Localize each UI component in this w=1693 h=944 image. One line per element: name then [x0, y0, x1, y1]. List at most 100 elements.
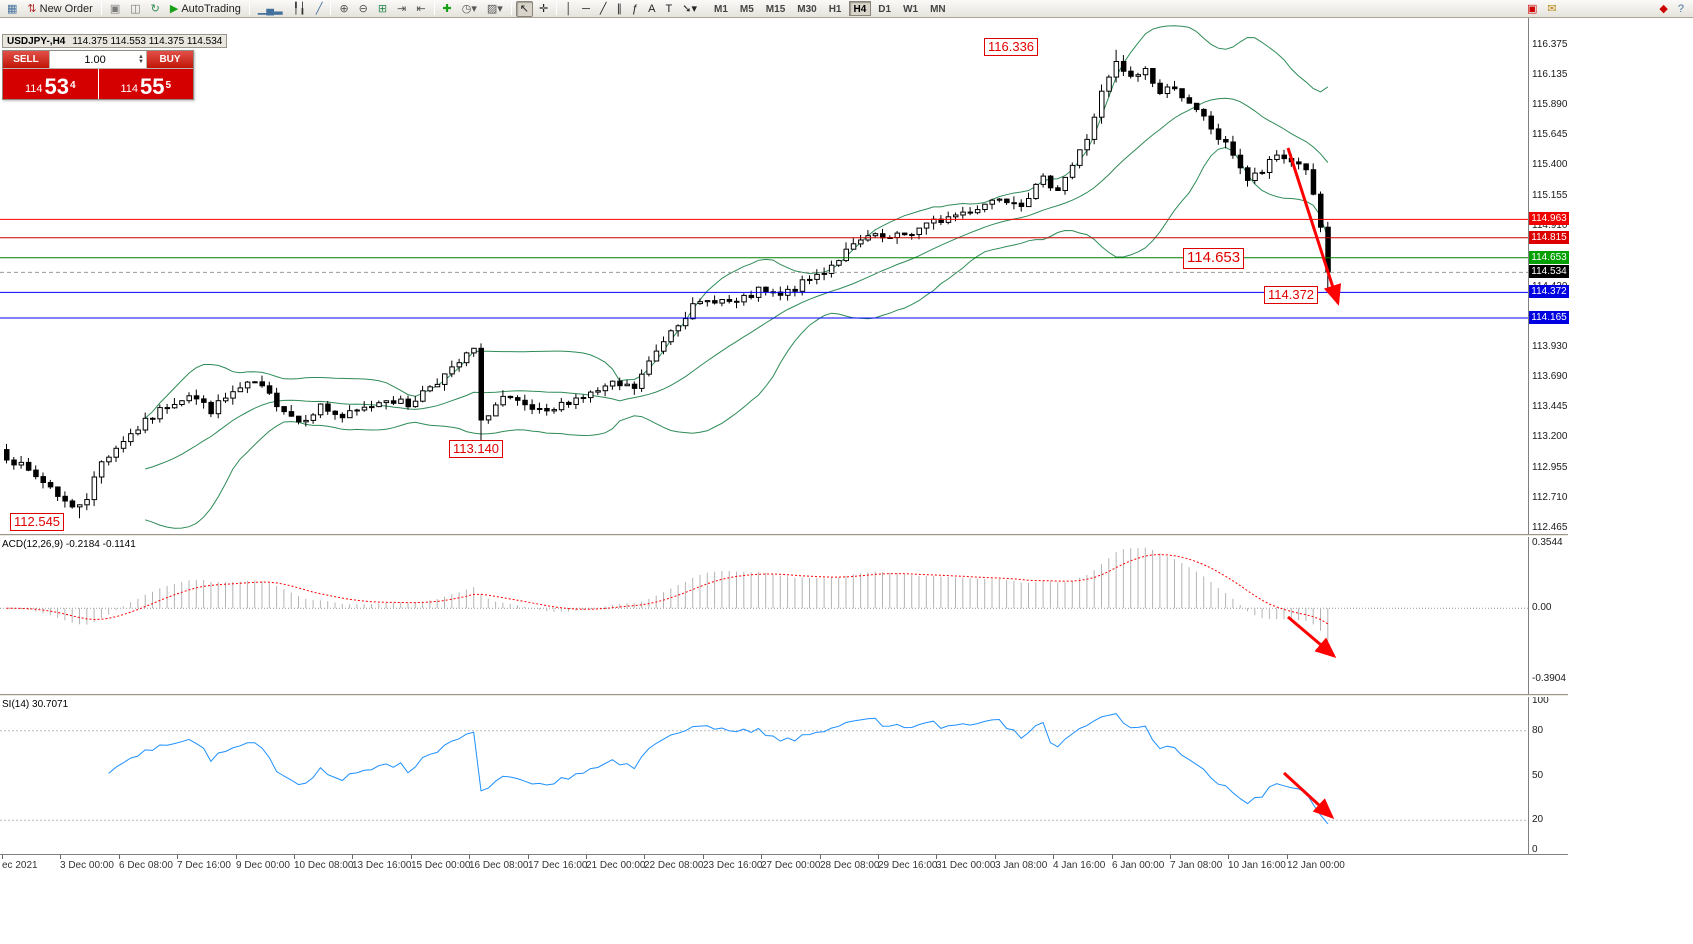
channel-button[interactable]: ∥ [613, 1, 627, 17]
time-scale[interactable]: ec 2021 3 Dec 00:00 6 Dec 08:00 7 Dec 16:00… [0, 854, 1568, 944]
new-chart-button[interactable]: ▦ [3, 1, 21, 17]
time-label: 15 Dec 00:00 [411, 860, 471, 871]
timeframe-m30-button[interactable]: M30 [797, 4, 817, 15]
time-label: 3 Dec 00:00 [60, 860, 114, 871]
bar-chart-icon: ▁▄▂ [257, 2, 283, 15]
sell-price-prefix: 114 [24, 82, 43, 95]
new-order-button[interactable]: ⇅ New Order [23, 1, 96, 17]
timeframe-w1-button[interactable]: W1 [903, 4, 919, 15]
news-button[interactable]: ▣ [1523, 1, 1541, 17]
periods-button[interactable]: ◷▾ [458, 1, 481, 17]
market-watch-button[interactable]: ◫ [126, 1, 144, 17]
buy-button[interactable]: BUY [147, 51, 193, 68]
timeframe-d1-button[interactable]: D1 [878, 4, 892, 15]
time-label: 27 Dec 00:00 [761, 860, 821, 871]
bar-chart-button[interactable]: ▁▄▂ [254, 1, 287, 17]
rsi-panel-canvas[interactable] [0, 697, 1528, 854]
cursor-button[interactable]: ↖ [515, 0, 534, 17]
channel-icon: ∥ [616, 2, 623, 15]
candlestick-chart-button[interactable]: ╿╽ [289, 1, 310, 17]
vertical-line-button[interactable]: │ [561, 1, 576, 17]
price-annotation-113.140[interactable]: 113.140 [449, 440, 504, 459]
macd-panel-canvas[interactable] [0, 537, 1528, 694]
rsi-tick-label: 100 [1532, 695, 1549, 706]
price-annotation-112.545[interactable]: 112.545 [10, 513, 65, 532]
charts-window-button[interactable]: ▣ [106, 1, 124, 17]
price-annotation-116.336[interactable]: 116.336 [984, 38, 1039, 57]
vertical-line-icon: │ [565, 2, 573, 15]
time-label: 7 Jan 08:00 [1170, 860, 1223, 871]
cursor-icon: ↖ [519, 2, 530, 15]
sell-button[interactable]: SELL [3, 51, 49, 68]
line-chart-icon: ╱ [315, 2, 323, 15]
fibonacci-button[interactable]: ƒ [628, 1, 642, 17]
zoom-out-button[interactable]: ⊖ [355, 1, 372, 17]
crosshair-icon: ✛ [539, 2, 549, 15]
autotrading-button[interactable]: ▶ AutoTrading [166, 1, 245, 17]
refresh-button[interactable]: ↻ [147, 1, 164, 17]
macd-tick-label: 0.00 [1532, 602, 1552, 613]
time-tick [528, 855, 529, 859]
volume-input[interactable]: 1.00 ▲ ▼ [49, 51, 147, 68]
price-annotation-114.653[interactable]: 114.653 [1183, 248, 1245, 269]
timeframe-h4-button[interactable]: H4 [848, 1, 872, 16]
templates-icon: ▨▾ [486, 2, 503, 15]
panel-divider[interactable] [0, 534, 1568, 537]
auto-scroll-button[interactable]: ⇥ [393, 1, 410, 17]
buy-price-button[interactable]: 114 55 5 [98, 69, 193, 99]
indicators-button[interactable]: ✚ [439, 1, 456, 17]
price-tag-114.534: 114.534 [1529, 265, 1569, 278]
arrows-tool-button[interactable]: ➘▾ [678, 1, 701, 17]
spinner-down-icon[interactable]: ▼ [138, 58, 144, 65]
auto-scroll-icon: ⇥ [397, 2, 407, 15]
chart-shift-button[interactable]: ⇤ [412, 1, 429, 17]
spinner-up-icon[interactable]: ▲ [138, 53, 144, 60]
macd-histogram [13, 547, 1329, 641]
timeframe-m15-button[interactable]: M15 [765, 4, 786, 15]
sell-price-sup: 4 [69, 80, 76, 91]
rsi-tick-label: 20 [1532, 814, 1544, 825]
trendline-button[interactable]: ╱ [596, 1, 611, 17]
one-click-trading-widget: SELL 1.00 ▲ ▼ BUY 114 53 4 114 55 5 [2, 50, 194, 100]
timeframe-h1-button[interactable]: H1 [828, 4, 842, 15]
price-tick-label: 112.955 [1532, 462, 1568, 473]
time-label: 7 Dec 16:00 [177, 860, 231, 871]
price-scale[interactable]: 116.375 116.135 115.890 115.645 115.400 115.1… [1529, 0, 1569, 944]
line-chart-button[interactable]: ╱ [312, 1, 327, 17]
tile-windows-button[interactable]: ⊞ [374, 1, 391, 17]
text-button[interactable]: A [644, 1, 659, 17]
time-tick [1287, 855, 1288, 859]
text-label-button[interactable]: T [662, 1, 677, 17]
zoom-in-button[interactable]: ⊕ [335, 1, 352, 17]
zoom-out-icon: ⊖ [358, 2, 368, 15]
time-tick [1228, 855, 1229, 859]
price-annotation-114.372[interactable]: 114.372 [1264, 286, 1319, 305]
help-button[interactable]: ? [1674, 1, 1688, 17]
price-tick-label: 115.400 [1532, 159, 1568, 170]
time-tick [703, 855, 704, 859]
timeframe-m1-button[interactable]: M1 [713, 4, 728, 15]
market-watch-icon: ◫ [130, 2, 141, 15]
time-tick [411, 855, 412, 859]
notifications-button[interactable]: ◆ [1655, 1, 1671, 17]
candlestick-series [4, 49, 1331, 519]
templates-button[interactable]: ▨▾ [483, 1, 507, 17]
timeframe-mn-button[interactable]: MN [930, 4, 946, 15]
main-chart-canvas[interactable] [0, 18, 1528, 534]
panel-divider[interactable] [0, 694, 1568, 697]
help-icon: ? [1677, 3, 1684, 15]
volume-spinner[interactable]: ▲ ▼ [138, 53, 144, 65]
sell-price-button[interactable]: 114 53 4 [3, 69, 99, 99]
indicators-icon: ✚ [442, 2, 452, 15]
toolbar-left-group: ▦ ⇅ New Order ▣ ◫ ↻ ▶ AutoTrading ▁▄▂ ╿╽ ╱ ⊕ ⊖ ⊞ ⇥ ⇤ ✚ ◷▾… [2, 0, 952, 17]
new-chart-icon: ▦ [7, 2, 18, 15]
horizontal-line-button[interactable]: ─ [578, 1, 594, 17]
mailbox-button[interactable]: ✉ [1543, 1, 1560, 17]
time-tick [60, 855, 61, 859]
timeframe-m5-button[interactable]: M5 [739, 4, 754, 15]
charts-window-icon: ▣ [109, 2, 121, 15]
price-tick-label: 115.890 [1532, 99, 1568, 110]
buy-price-sup: 5 [165, 80, 172, 91]
crosshair-button[interactable]: ✛ [535, 1, 552, 17]
mailbox-icon: ✉ [1547, 3, 1557, 15]
